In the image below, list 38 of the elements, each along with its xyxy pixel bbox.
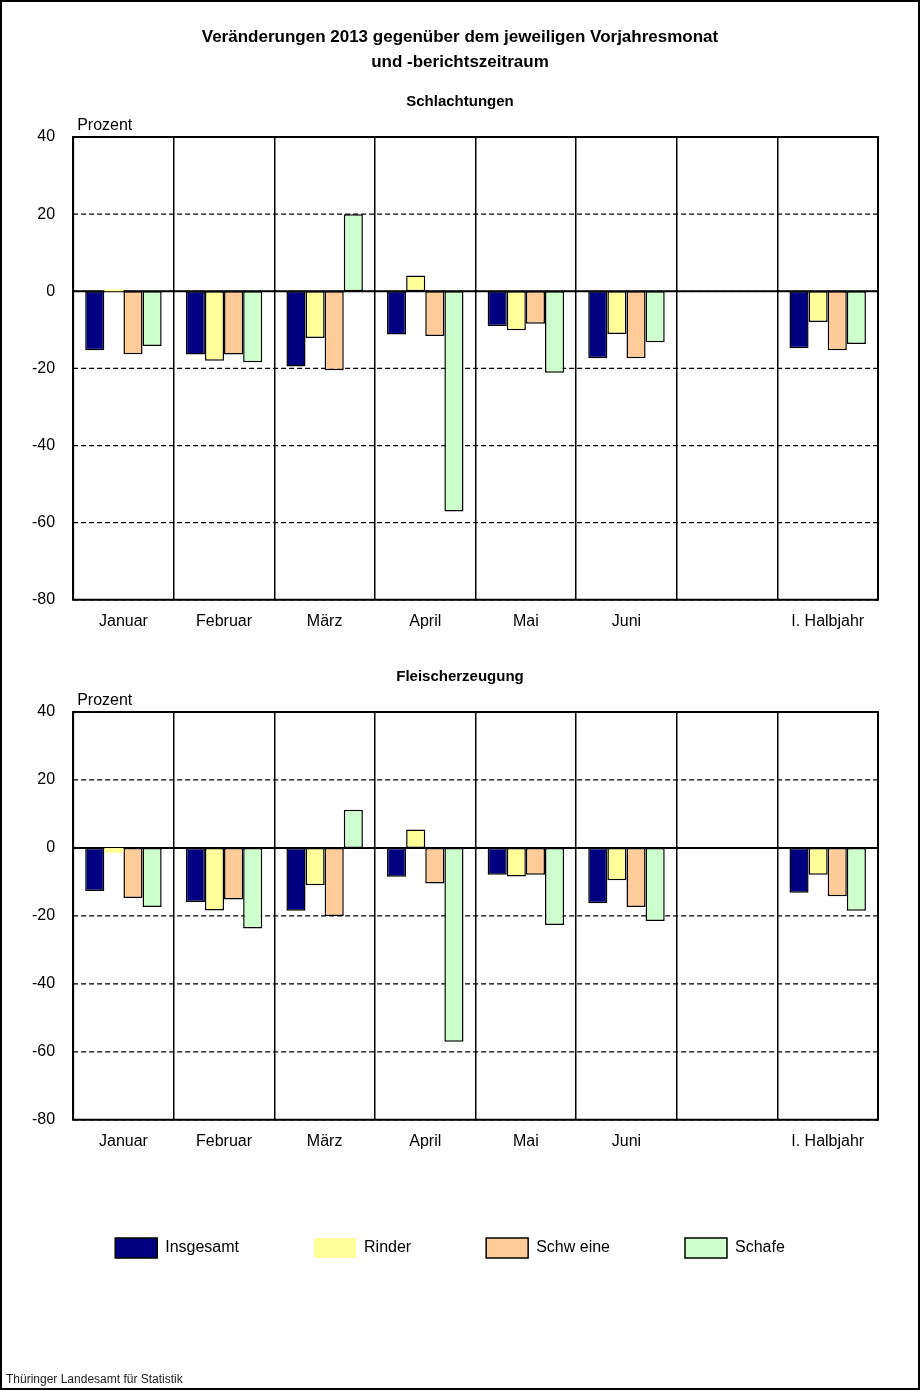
x-tick-label: März [306, 611, 343, 629]
text: Thüringer Landesamt für Statistik [6, 1372, 183, 1386]
y-tick-label: 0 [46, 281, 56, 299]
x-tick-label: April [409, 611, 442, 629]
x-tick-label: Juni [611, 1131, 642, 1149]
x-tick-label: Januar [98, 1131, 149, 1149]
legend-label: Rinder [364, 1238, 412, 1256]
y-tick-label: -60 [32, 1042, 56, 1060]
y-axis-title: Prozent [77, 691, 133, 709]
y-tick-label: -80 [32, 1110, 56, 1128]
y-tick-label: -40 [32, 974, 56, 992]
y-tick-label: -40 [32, 435, 56, 453]
y-tick-label: -60 [32, 513, 56, 531]
chart-title: Veränderungen 2013 gegenüber dem jeweiligen Vorjahresmonat und -berichtszeitraum [200, 26, 720, 73]
x-tick-label: Februar [196, 611, 253, 629]
y-tick-label: -20 [32, 906, 56, 924]
legend-label: Insgesamt [165, 1238, 240, 1256]
x-tick-label: Mai [512, 1131, 539, 1149]
y-tick-label: 40 [37, 702, 56, 720]
x-tick-label: Mai [512, 611, 539, 629]
y-tick-label: 20 [37, 770, 56, 788]
legend-label: Schafe [734, 1238, 785, 1256]
x-tick-label: I. Halbjahr [791, 611, 865, 629]
y-tick-label: -80 [32, 590, 56, 608]
chart-subtitle: Schlachtungen [405, 92, 515, 109]
x-tick-label: Februar [196, 1131, 253, 1149]
chart-title: Fleischerzeugung [395, 667, 525, 684]
y-tick-label: 0 [46, 838, 56, 856]
y-tick-label: 40 [37, 127, 56, 145]
x-tick-label: I. Halbjahr [791, 1131, 865, 1149]
y-axis-title: Prozent [77, 116, 133, 134]
x-tick-label: März [306, 1131, 343, 1149]
x-tick-label: April [409, 1131, 442, 1149]
x-tick-label: Juni [611, 611, 642, 629]
y-tick-label: -20 [32, 358, 56, 376]
legend-label: Schw eine [536, 1238, 611, 1256]
x-tick-label: Januar [98, 611, 149, 629]
y-tick-label: 20 [37, 204, 56, 222]
